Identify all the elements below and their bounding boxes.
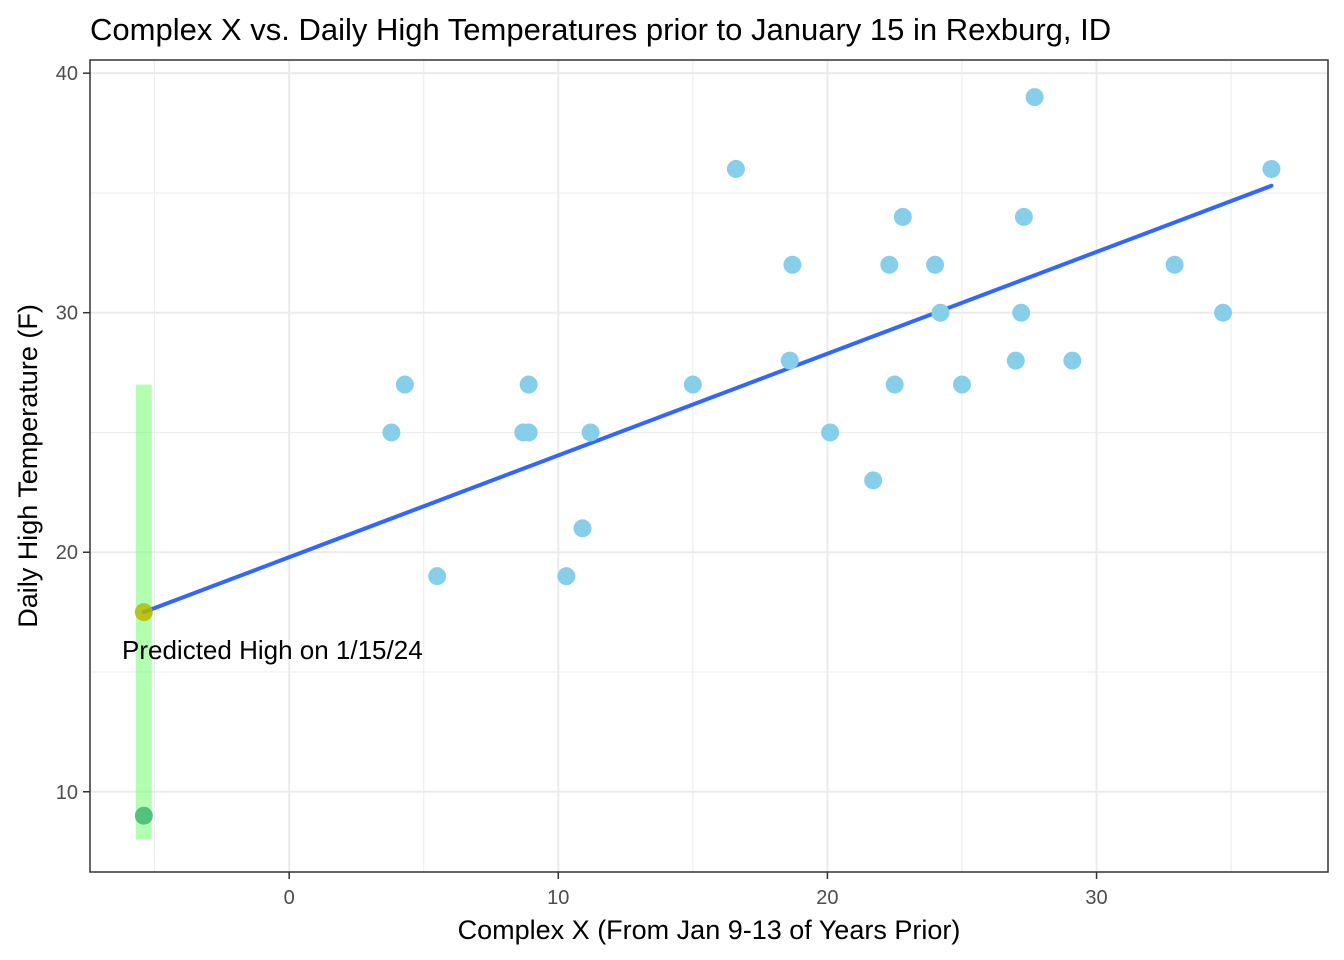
data-point <box>1012 303 1031 322</box>
data-point <box>395 375 414 394</box>
data-points <box>382 88 1281 586</box>
y-tick-label: 30 <box>56 303 78 325</box>
data-point <box>573 519 592 538</box>
regression-line <box>141 183 1274 615</box>
x-tick-label: 20 <box>816 887 838 909</box>
data-point <box>581 423 600 442</box>
data-point <box>382 423 401 442</box>
fit-line-group <box>141 183 1274 615</box>
data-point <box>893 207 912 226</box>
data-point <box>783 255 802 274</box>
y-tick-label: 40 <box>56 63 78 85</box>
data-point <box>864 471 883 490</box>
data-point <box>519 375 538 394</box>
data-point <box>926 255 945 274</box>
y-tick-label: 20 <box>56 542 78 564</box>
data-point <box>1262 159 1281 178</box>
x-tick-label: 10 <box>547 887 569 909</box>
panel-border <box>89 59 1329 873</box>
x-axis-title: Complex X (From Jan 9-13 of Years Prior) <box>458 915 961 945</box>
data-point <box>519 423 538 442</box>
x-axis-ticks: 0 10 20 30 <box>284 872 1108 909</box>
x-tick-label: 30 <box>1085 887 1107 909</box>
y-axis-title: Daily High Temperature (F) <box>13 304 43 628</box>
y-axis-ticks: 10 20 30 40 <box>56 63 90 804</box>
data-point <box>931 303 950 322</box>
data-point <box>1165 255 1184 274</box>
data-point <box>683 375 702 394</box>
data-point <box>428 567 447 586</box>
data-point <box>952 375 971 394</box>
predicted-point <box>134 603 153 622</box>
grid-lines <box>90 60 1328 872</box>
data-point <box>821 423 840 442</box>
data-point <box>885 375 904 394</box>
y-tick-label: 10 <box>56 782 78 804</box>
data-point <box>1214 303 1233 322</box>
observed-point <box>134 806 153 825</box>
x-tick-label: 0 <box>284 887 295 909</box>
data-point <box>1025 88 1044 107</box>
prediction-group: Predicted High on 1/15/24 <box>122 603 423 825</box>
data-point <box>557 567 576 586</box>
data-point <box>1063 351 1082 370</box>
data-point <box>1014 207 1033 226</box>
prediction-label: Predicted High on 1/15/24 <box>122 635 423 665</box>
chart-title: Complex X vs. Daily High Temperatures pr… <box>90 12 1111 47</box>
data-point <box>1006 351 1025 370</box>
data-point <box>780 351 799 370</box>
data-point <box>880 255 899 274</box>
data-point <box>726 159 745 178</box>
